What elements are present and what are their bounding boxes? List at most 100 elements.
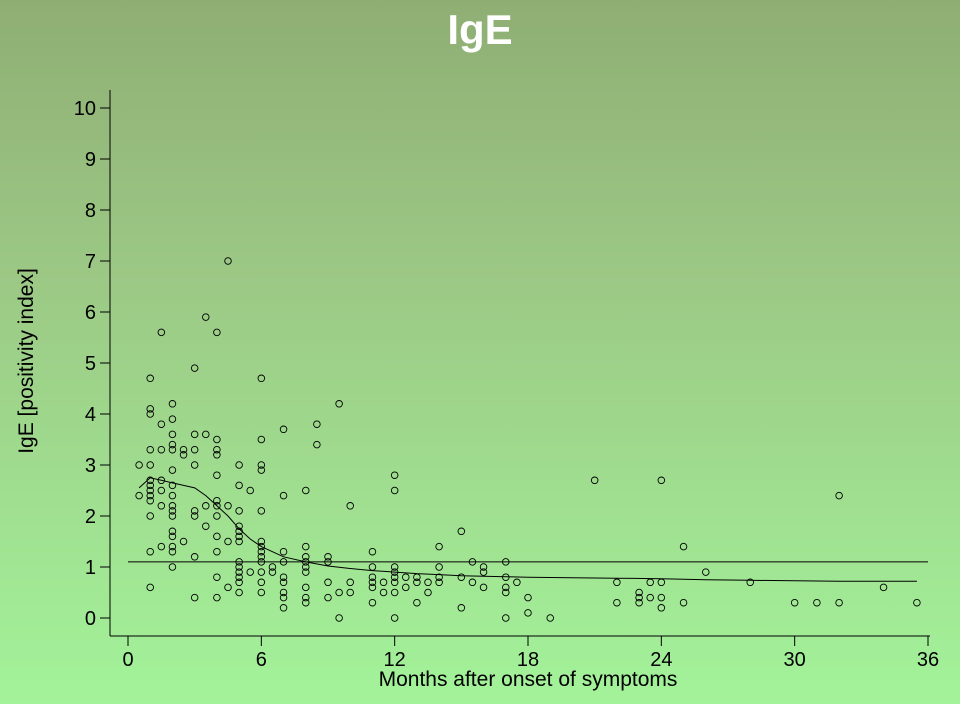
x-tick-label: 12 [384, 649, 406, 671]
data-point [257, 461, 266, 469]
data-point [390, 588, 399, 597]
data-point [302, 583, 310, 592]
data-point [146, 547, 154, 556]
data-point [524, 593, 532, 602]
data-point [346, 578, 354, 587]
data-point [302, 568, 310, 576]
data-point [235, 481, 243, 490]
data-point [390, 573, 399, 581]
data-point [246, 568, 254, 576]
data-point [402, 573, 410, 581]
data-point [390, 578, 399, 587]
data-point [146, 512, 154, 520]
data-point [502, 558, 510, 566]
data-point [368, 563, 377, 571]
data-point [157, 502, 166, 510]
data-point [324, 593, 332, 602]
axes [109, 90, 930, 637]
data-point [224, 502, 232, 510]
data-point [346, 588, 354, 597]
data-point [346, 502, 354, 510]
x-tick-label: 0 [122, 649, 133, 671]
data-point [835, 491, 843, 500]
data-point [313, 440, 321, 449]
data-point [413, 598, 421, 607]
data-point [146, 491, 154, 500]
x-axis-label: Months after onset of symptoms [379, 668, 678, 691]
data-point [168, 400, 177, 408]
y-tick-label: 2 [85, 506, 96, 528]
data-point [157, 445, 166, 454]
data-point [146, 410, 154, 418]
data-points [135, 257, 921, 622]
data-point [190, 445, 199, 454]
y-tick-label: 8 [85, 200, 96, 222]
data-point [224, 257, 232, 265]
data-point [257, 435, 266, 444]
data-point [335, 588, 343, 597]
data-point [279, 578, 288, 587]
x-tick-label: 18 [517, 649, 539, 671]
data-point [235, 532, 243, 541]
data-point [235, 568, 243, 576]
data-point [213, 593, 221, 602]
data-point [168, 502, 177, 510]
data-point [279, 604, 288, 612]
data-point [190, 553, 199, 561]
data-point [146, 486, 154, 495]
data-point [746, 578, 754, 587]
data-point [302, 553, 310, 561]
data-point [168, 415, 177, 423]
data-point [235, 507, 243, 515]
data-point [390, 563, 399, 571]
data-point [235, 527, 243, 536]
data-point [157, 542, 166, 551]
data-point [202, 502, 210, 510]
data-point [613, 598, 621, 607]
data-point [279, 573, 288, 581]
data-point [168, 445, 177, 454]
data-point [202, 430, 210, 439]
data-point [546, 614, 554, 622]
data-point [302, 598, 310, 607]
data-point [168, 491, 177, 500]
data-point [257, 553, 266, 561]
data-point [835, 598, 843, 607]
data-point [657, 593, 666, 602]
data-point [146, 405, 154, 413]
data-point [190, 461, 199, 469]
data-point [657, 604, 666, 612]
data-point [479, 583, 488, 592]
data-point [913, 598, 921, 607]
data-point [168, 430, 177, 439]
data-point [168, 466, 177, 474]
data-point [224, 537, 232, 546]
data-point [179, 445, 188, 454]
data-point [146, 461, 154, 469]
data-point [213, 547, 221, 556]
data-point [146, 445, 154, 454]
data-point [257, 542, 266, 551]
data-point [646, 593, 654, 602]
data-point [146, 496, 154, 505]
x-tick-label: 30 [784, 649, 806, 671]
data-point [135, 491, 143, 500]
data-point [657, 578, 666, 587]
data-point [324, 553, 332, 561]
data-point [335, 614, 343, 622]
data-point [213, 532, 221, 541]
data-point [213, 451, 221, 459]
data-point [235, 563, 243, 571]
data-point [257, 466, 266, 474]
data-point [157, 420, 166, 428]
data-point [502, 573, 510, 581]
data-point [257, 588, 266, 597]
data-point [157, 486, 166, 495]
data-point [235, 578, 243, 587]
data-point [502, 583, 510, 592]
data-point [524, 609, 532, 617]
data-point [390, 486, 399, 495]
data-point [502, 588, 510, 597]
data-point [435, 573, 443, 581]
